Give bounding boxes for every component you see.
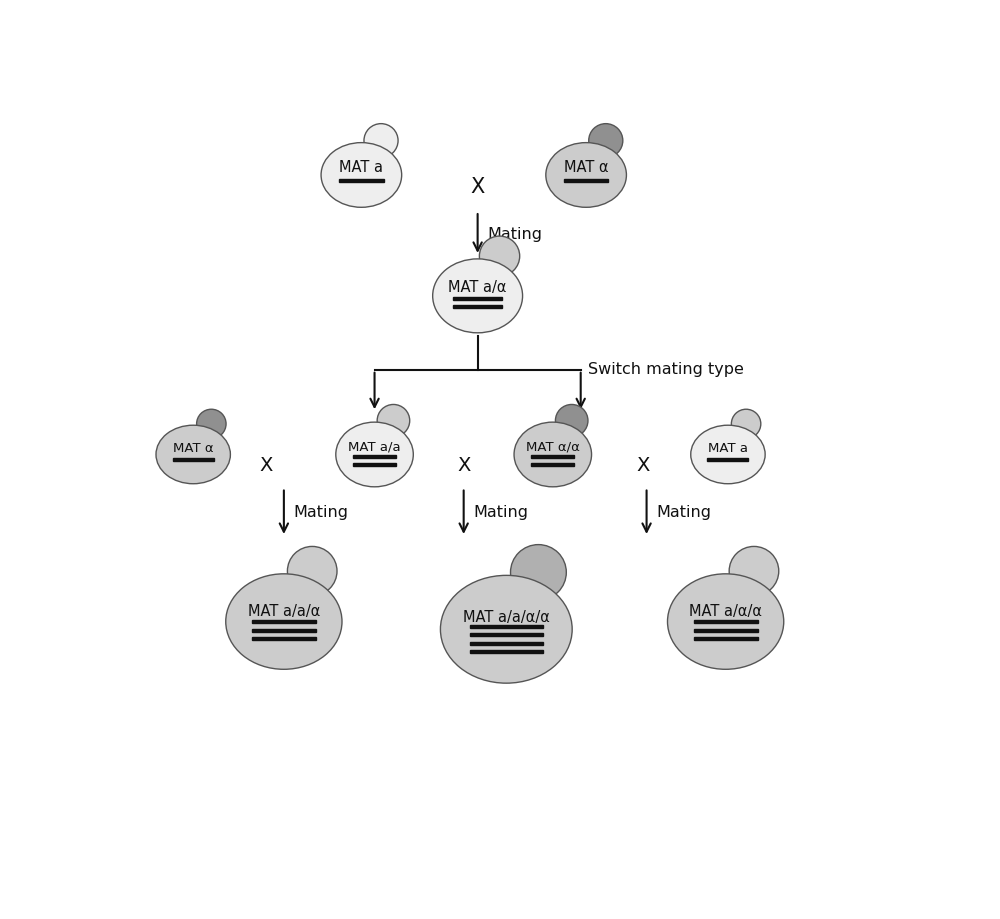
- Bar: [531, 455, 574, 458]
- Text: MAT a/a: MAT a/a: [348, 441, 401, 454]
- Circle shape: [364, 124, 398, 157]
- Text: Mating: Mating: [488, 227, 543, 242]
- Ellipse shape: [440, 575, 572, 683]
- Text: X: X: [636, 456, 649, 475]
- Text: MAT a/α/α: MAT a/α/α: [689, 604, 762, 618]
- Text: MAT a: MAT a: [708, 441, 748, 455]
- Bar: [353, 455, 396, 458]
- Bar: [564, 179, 608, 182]
- Bar: [453, 297, 502, 300]
- Circle shape: [729, 547, 779, 596]
- Ellipse shape: [433, 259, 523, 333]
- Bar: [353, 463, 396, 466]
- Circle shape: [479, 236, 520, 276]
- Bar: [470, 641, 543, 644]
- Text: MAT a: MAT a: [339, 160, 383, 176]
- Bar: [252, 620, 316, 623]
- Text: Mating: Mating: [656, 505, 711, 520]
- Bar: [531, 463, 574, 466]
- Ellipse shape: [691, 425, 765, 483]
- Bar: [694, 629, 758, 631]
- Text: X: X: [471, 176, 485, 197]
- Text: MAT a/a/α: MAT a/a/α: [248, 604, 320, 618]
- Text: Switch mating type: Switch mating type: [588, 362, 744, 378]
- Bar: [252, 629, 316, 631]
- Circle shape: [555, 404, 588, 437]
- Ellipse shape: [226, 573, 342, 669]
- Ellipse shape: [321, 142, 402, 208]
- Circle shape: [197, 409, 226, 438]
- Ellipse shape: [668, 573, 784, 669]
- Text: Mating: Mating: [293, 505, 348, 520]
- Text: MAT α: MAT α: [564, 160, 608, 176]
- Bar: [694, 637, 758, 640]
- Bar: [252, 637, 316, 640]
- Circle shape: [589, 124, 623, 157]
- Ellipse shape: [546, 142, 626, 208]
- Bar: [470, 633, 543, 636]
- Ellipse shape: [336, 422, 413, 487]
- Bar: [453, 305, 502, 308]
- Text: X: X: [458, 456, 471, 475]
- Bar: [339, 179, 384, 182]
- Bar: [470, 650, 543, 652]
- Text: MAT α: MAT α: [173, 441, 214, 455]
- Circle shape: [511, 545, 566, 600]
- Text: MAT a/a/α/α: MAT a/a/α/α: [463, 610, 550, 625]
- Circle shape: [287, 547, 337, 596]
- Ellipse shape: [156, 425, 230, 483]
- Text: Mating: Mating: [473, 505, 528, 520]
- Circle shape: [731, 409, 761, 438]
- Bar: [707, 459, 748, 461]
- Text: X: X: [259, 456, 273, 475]
- Bar: [470, 625, 543, 628]
- Circle shape: [377, 404, 410, 437]
- Text: MAT a/α: MAT a/α: [448, 280, 507, 295]
- Text: MAT α/α: MAT α/α: [526, 441, 580, 454]
- Bar: [173, 459, 214, 461]
- Ellipse shape: [514, 422, 592, 487]
- Bar: [694, 620, 758, 623]
